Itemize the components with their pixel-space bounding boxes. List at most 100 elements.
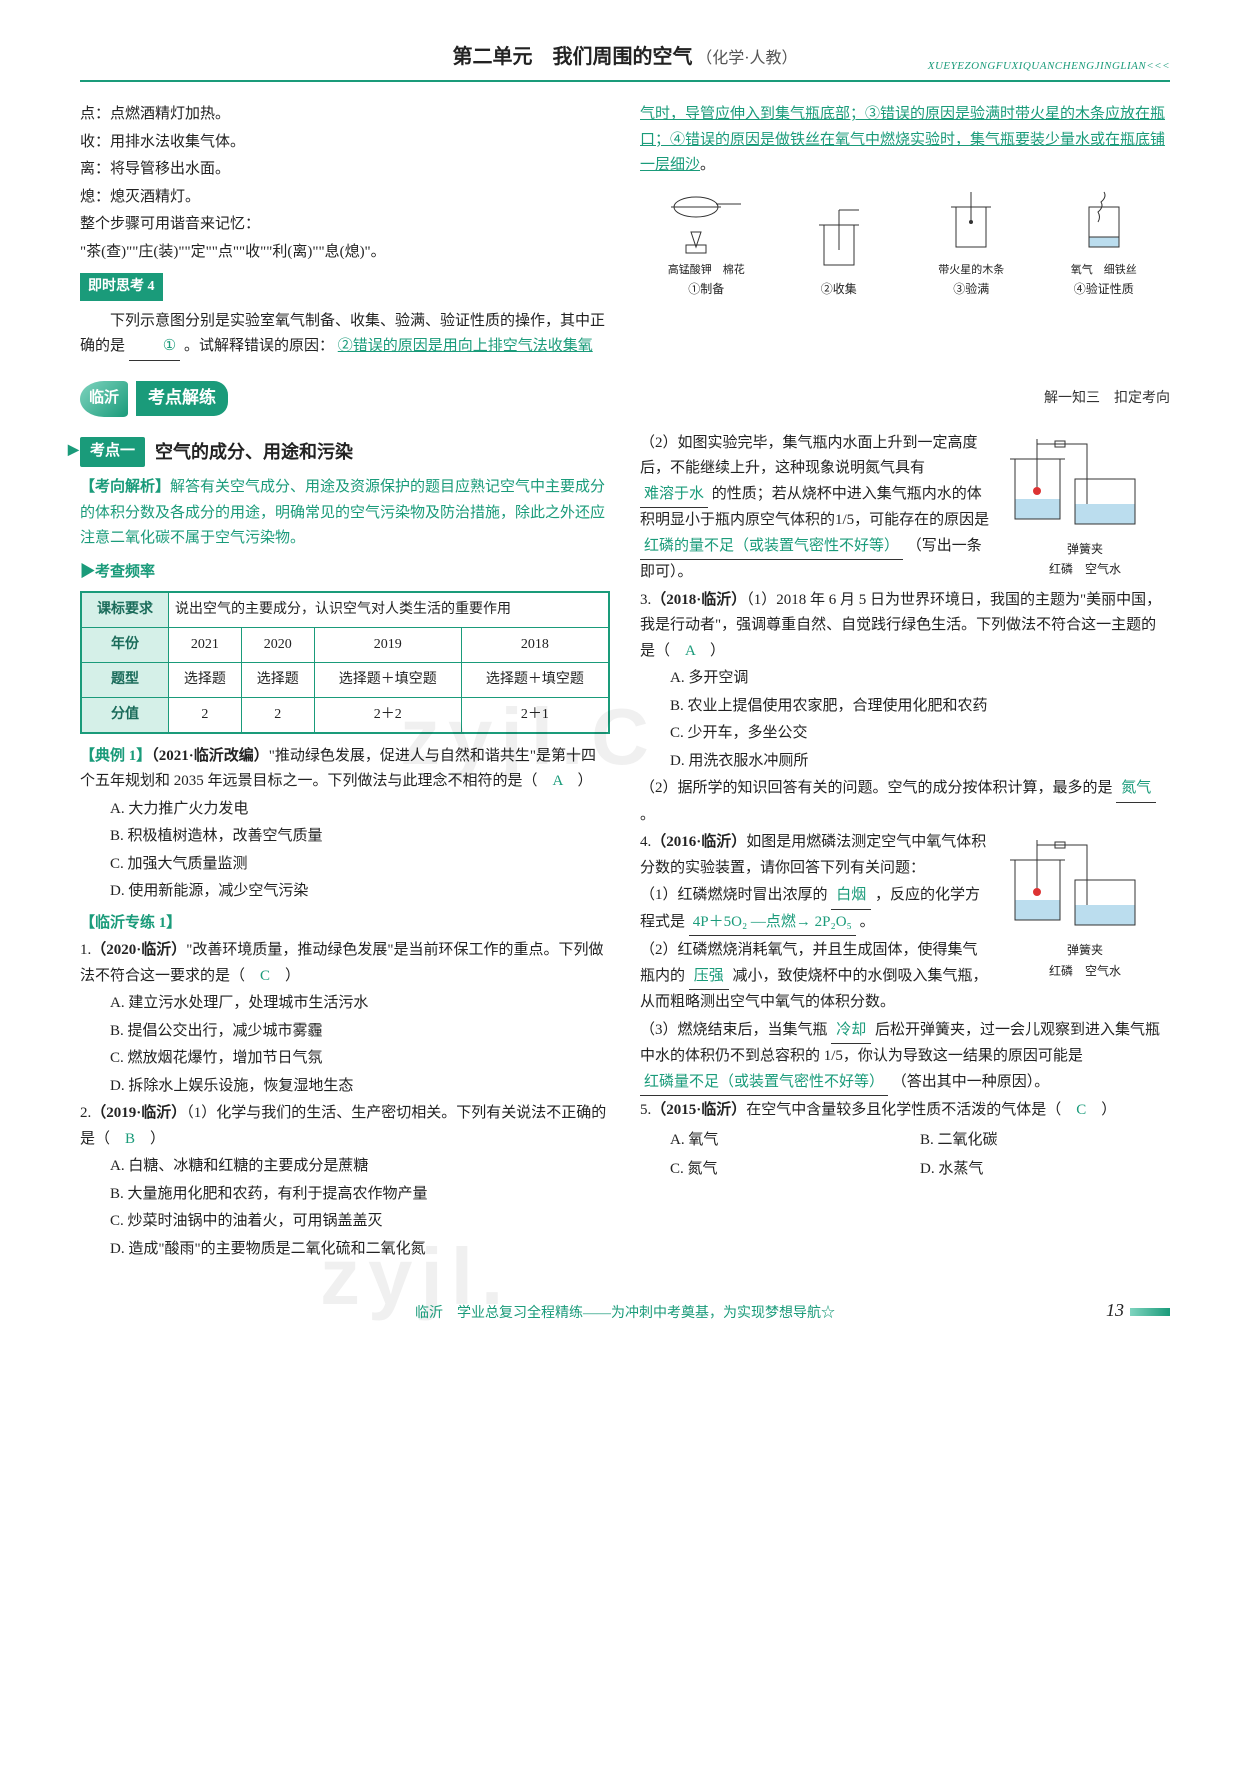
table-cell: 2018	[461, 628, 608, 663]
analysis-para: 【考向解析】解答有关空气成分、用途及资源保护的题目应熟记空气中主要成分的体积分数…	[80, 475, 610, 552]
section-note: 解一知三 扣定考向	[1044, 387, 1170, 411]
phosphorus-diagram-2: 弹簧夹 红磷 空气水	[1000, 830, 1170, 981]
answer-blank: 冷却	[831, 1018, 871, 1045]
continuation-text: 气时，导管应伸入到集气瓶底部；③错误的原因是验满时带火星的木条应放在瓶口；④错误…	[640, 102, 1170, 179]
answer-blank: 难溶于水	[640, 482, 708, 509]
top-columns: 点：点燃酒精灯加热。 收：用排水法收集气体。 离：将导管移出水面。 熄：熄灭酒精…	[80, 100, 1170, 363]
apparatus-svg	[1005, 830, 1165, 940]
apparatus-item: 高锰酸钾 棉花 ①制备	[643, 187, 770, 300]
table-cell: 2＋2	[314, 697, 461, 732]
options-grid: A. 氧气 B. 二氧化碳 C. 氮气 D. 水蒸气	[640, 1126, 1170, 1185]
answer-blank: 红磷的量不足（或装置气密性不好等）	[640, 534, 903, 561]
footer-text: 临沂 学业总复习全程精练——为冲刺中考奠基，为实现梦想导航☆	[415, 1306, 835, 1321]
options-list: A. 多开空调 B. 农业上提倡使用农家肥，合理使用化肥和农药 C. 少开车，多…	[640, 666, 1170, 774]
table-cell: 2	[241, 697, 314, 732]
page-header: 第二单元 我们周围的空气 （化学·人教） XUEYEZONGFUXIQUANCH…	[80, 40, 1170, 82]
section-banner: 临沂 考点解练 解一知三 扣定考向	[80, 381, 1170, 417]
options-list: A. 建立污水处理厂，处理城市生活污水 B. 提倡公交出行，减少城市雾霾 C. …	[80, 991, 610, 1099]
subject-label: （化学·人教）	[696, 50, 797, 67]
option-b: B. 大量施用化肥和农药，有利于提高农作物产量	[110, 1182, 610, 1208]
question-4-3: （3）燃烧结束后，当集气瓶 冷却 后松开弹簧夹，过一会儿观察到进入集气瓶中水的体…	[640, 1018, 1170, 1097]
main-columns: zyjl.C zyjl. 考点一 空气的成分、用途和污染 【考向解析】解答有关空…	[80, 429, 1170, 1264]
table-cell: 2	[168, 697, 241, 732]
unit-title: 第二单元 我们周围的空气	[452, 46, 692, 68]
answer-blank: 压强	[689, 964, 729, 991]
kaodian-header: 考点一 空气的成分、用途和污染	[80, 437, 610, 468]
question-3b: （2）据所学的知识回答有关的问题。空气的成分按体积计算，最多的是 氮气 。	[640, 776, 1170, 828]
option-d: D. 拆除水上娱乐设施，恢复湿地生态	[110, 1074, 610, 1100]
option-d: D. 使用新能源，减少空气污染	[110, 879, 610, 905]
apparatus-item: 带火星的木条 ③验满	[908, 187, 1035, 300]
page-number: 13	[1106, 1295, 1170, 1326]
option-c: C. 燃放烟花爆竹，增加节日气氛	[110, 1046, 610, 1072]
kaodian-tag: 考点一	[80, 437, 145, 467]
table-cell: 选择题	[168, 662, 241, 697]
option-c: C. 少开车，多坐公交	[670, 721, 1170, 747]
swoosh-badge: 临沂	[80, 381, 128, 417]
answer-blank: 氮气	[1116, 776, 1156, 803]
answer-blank: 4P＋5O₂ —点燃→ 2P₂O₅	[689, 910, 856, 937]
iron-wire-icon	[1069, 187, 1139, 257]
option-a: A. 白糖、冰糖和红糖的主要成分是蔗糖	[110, 1154, 610, 1180]
table-cell: 选择题	[241, 662, 314, 697]
phosphorus-diagram: 弹簧夹 红磷 空气水	[1000, 429, 1170, 580]
option-b: B. 积极植树造林，改善空气质量	[110, 824, 610, 850]
option-d: D. 造成"酸雨"的主要物质是二氧化硫和二氧化氮	[110, 1237, 610, 1263]
table-header: 题型	[82, 662, 169, 697]
section-title: 考点解练	[136, 381, 228, 416]
freq-table: 课标要求 说出空气的主要成分，认识空气对人类生活的重要作用 年份 2021 20…	[80, 591, 610, 733]
step-line: "茶(查)""庄(装)""定""点""收""利(离)""息(熄)"。	[80, 240, 610, 266]
kaodian-label: 空气的成分、用途和污染	[155, 437, 353, 468]
apparatus-item: ②收集	[775, 205, 902, 299]
option-d: D. 水蒸气	[920, 1157, 1170, 1183]
table-header: 年份	[82, 628, 169, 663]
main-left-column: 考点一 空气的成分、用途和污染 【考向解析】解答有关空气成分、用途及资源保护的题…	[80, 429, 610, 1264]
answer-blank: ①	[129, 334, 180, 361]
question-5: 5.（2015·临沂）在空气中含量较多且化学性质不活泼的气体是（ C ）	[640, 1098, 1170, 1124]
step-line: 离：将导管移出水面。	[80, 157, 610, 183]
top-left-column: 点：点燃酒精灯加热。 收：用排水法收集气体。 离：将导管移出水面。 熄：熄灭酒精…	[80, 100, 610, 363]
gas-jar-icon	[804, 205, 874, 275]
apparatus-item: 氧气 细铁丝 ④验证性质	[1040, 187, 1167, 300]
table-cell: 选择题＋填空题	[314, 662, 461, 697]
option-a: A. 多开空调	[670, 666, 1170, 692]
freq-tag: ▶考查频率	[80, 560, 610, 586]
apparatus-svg	[1005, 429, 1165, 539]
step-line: 熄：熄灭酒精灯。	[80, 185, 610, 211]
instant-thinking-banner: 即时思考 4	[80, 273, 163, 301]
table-cell: 说出空气的主要成分，认识空气对人类生活的重要作用	[168, 593, 608, 628]
option-a: A. 建立污水处理厂，处理城市生活污水	[110, 991, 610, 1017]
top-right-column: 气时，导管应伸入到集气瓶底部；③错误的原因是验满时带火星的木条应放在瓶口；④错误…	[640, 100, 1170, 363]
option-b: B. 二氧化碳	[920, 1128, 1170, 1154]
option-b: B. 农业上提倡使用农家肥，合理使用化肥和农药	[670, 694, 1170, 720]
header-roman: XUEYEZONGFUXIQUANCHENGJINGLIAN<<<	[928, 57, 1170, 76]
page-footer: 临沂 学业总复习全程精练——为冲刺中考奠基，为实现梦想导航☆ 13	[80, 1292, 1170, 1326]
table-cell: 2021	[168, 628, 241, 663]
option-b: B. 提倡公交出行，减少城市雾霾	[110, 1019, 610, 1045]
practice-tag: 【临沂专练 1】	[80, 911, 610, 937]
step-line: 点：点燃酒精灯加热。	[80, 102, 610, 128]
table-cell: 2＋1	[461, 697, 608, 732]
step-line: 整个步骤可用谐音来记忆：	[80, 212, 610, 238]
question-1: 1.（2020·临沂）"改善环境质量，推动绿色发展"是当前环保工作的重点。下列做…	[80, 938, 610, 989]
options-list: A. 白糖、冰糖和红糖的主要成分是蔗糖 B. 大量施用化肥和农药，有利于提高农作…	[80, 1154, 610, 1262]
option-a: A. 氧气	[670, 1128, 920, 1154]
answer-blank: 红磷量不足（或装置气密性不好等）	[640, 1070, 888, 1097]
flask-heating-icon	[661, 187, 751, 257]
gas-jar-splint-icon	[936, 187, 1006, 257]
step-line: 收：用排水法收集气体。	[80, 130, 610, 156]
table-cell: 选择题＋填空题	[461, 662, 608, 697]
option-d: D. 用洗衣服水冲厕所	[670, 749, 1170, 775]
example-question: 【典例 1】（2021·临沂改编）"推动绿色发展，促进人与自然和谐共生"是第十四…	[80, 744, 610, 795]
question-3: 3.（2018·临沂）（1）2018 年 6 月 5 日为世界环境日，我国的主题…	[640, 588, 1170, 665]
question-text: 下列示意图分别是实验室氧气制备、收集、验满、验证性质的操作，其中正确的是 ① 。…	[80, 309, 610, 361]
answer-blank: 白烟	[831, 883, 871, 910]
options-list: A. 大力推广火力发电 B. 积极植树造林，改善空气质量 C. 加强大气质量监测…	[80, 797, 610, 905]
answer-underline: ②错误的原因是用向上排空气法收集氧	[338, 338, 593, 354]
table-header: 课标要求	[82, 593, 169, 628]
option-c: C. 氮气	[670, 1157, 920, 1183]
apparatus-row: 高锰酸钾 棉花 ①制备 ②收集 带火星的木条	[640, 187, 1170, 300]
option-c: C. 加强大气质量监测	[110, 852, 610, 878]
question-2: 2.（2019·临沂）（1）化学与我们的生活、生产密切相关。下列有关说法不正确的…	[80, 1101, 610, 1152]
table-cell: 2020	[241, 628, 314, 663]
